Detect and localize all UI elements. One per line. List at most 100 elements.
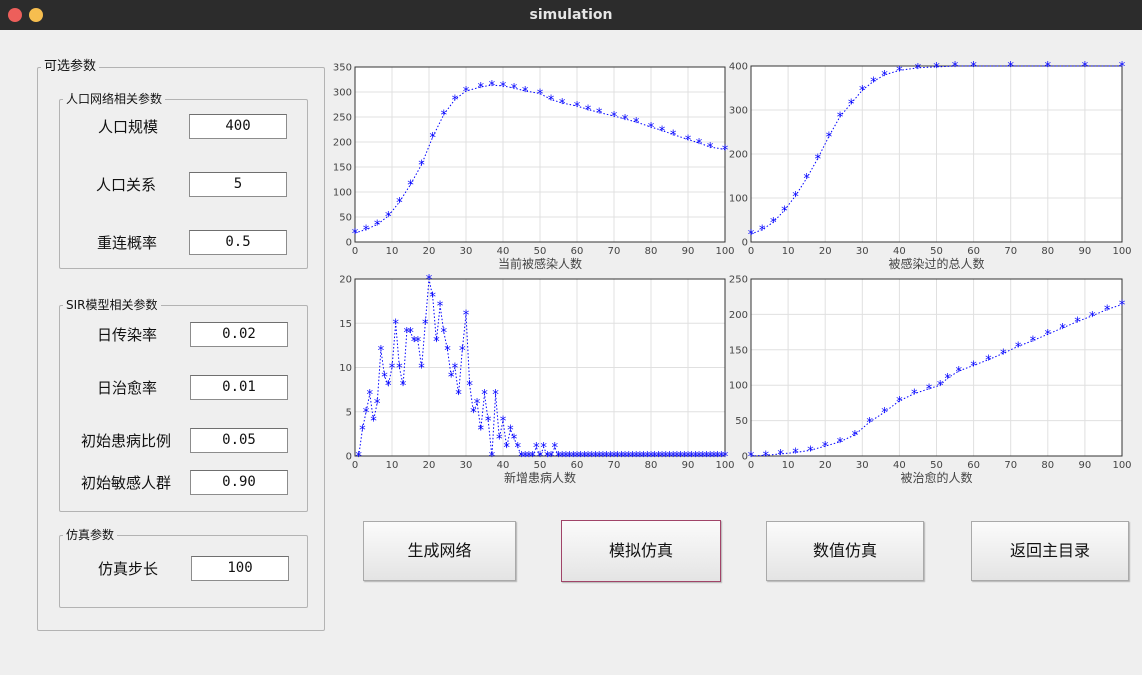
y-tick-label: 100	[333, 188, 352, 199]
recovery-rate-label: 日治愈率	[97, 379, 158, 397]
sim-steps-label: 仿真步长	[98, 560, 159, 578]
data-point-marker: *	[395, 196, 403, 211]
population-size-input[interactable]: 400	[189, 114, 287, 139]
initial-infected-ratio-input[interactable]: 0.05	[190, 428, 288, 453]
data-point-marker: *	[399, 379, 407, 394]
y-tick-label: 10	[339, 363, 352, 374]
x-tick-label: 30	[460, 246, 473, 257]
x-tick-label: 50	[534, 460, 547, 471]
population-relations-input[interactable]: 5	[189, 172, 287, 197]
close-window-button[interactable]	[8, 8, 22, 22]
data-point-marker: *	[1103, 303, 1111, 318]
x-tick-label: 0	[352, 460, 358, 471]
data-point-marker: *	[362, 224, 370, 239]
data-point-marker: *	[721, 450, 729, 465]
data-point-marker: *	[806, 444, 814, 459]
minimize-window-button[interactable]	[29, 8, 43, 22]
data-point-marker: *	[777, 448, 785, 463]
data-point-marker: *	[621, 113, 629, 128]
x-tick-label: 0	[352, 246, 358, 257]
data-point-marker: *	[358, 423, 366, 438]
data-point-marker: *	[721, 144, 729, 159]
data-point-marker: *	[395, 362, 403, 377]
y-tick-label: 250	[333, 113, 352, 124]
data-point-marker: *	[680, 450, 688, 465]
data-point-marker: *	[536, 88, 544, 103]
back-to-main-button[interactable]: 返回主目录	[971, 521, 1129, 581]
data-point-marker: *	[758, 224, 766, 239]
simulate-button[interactable]: 模拟仿真	[561, 520, 721, 582]
data-point-marker: *	[492, 388, 500, 403]
data-point-marker: *	[444, 344, 452, 359]
data-point-marker: *	[658, 450, 666, 465]
x-tick-label: 40	[497, 460, 510, 471]
y-tick-label: 350	[333, 63, 352, 74]
data-point-marker: *	[503, 441, 511, 456]
data-point-marker: *	[955, 365, 963, 380]
rewire-probability-input[interactable]: 0.5	[189, 230, 287, 255]
data-point-marker: *	[595, 450, 603, 465]
axes-box	[750, 278, 1123, 457]
sim-group-title: 仿真参数	[63, 528, 118, 542]
data-point-marker: *	[706, 141, 714, 156]
numeric-simulation-button[interactable]: 数值仿真	[766, 521, 924, 581]
data-point-marker: *	[717, 450, 725, 465]
data-point-marker: *	[1044, 60, 1052, 75]
data-point-marker: *	[1029, 335, 1037, 350]
data-point-marker: *	[684, 134, 692, 149]
x-tick-label: 10	[386, 460, 399, 471]
data-point-marker: *	[858, 84, 866, 99]
x-tick-label: 10	[386, 246, 399, 257]
x-tick-label: 80	[1041, 460, 1054, 471]
data-point-marker: *	[629, 450, 637, 465]
data-point-marker: *	[1014, 340, 1022, 355]
plot-current-infected: 0 10 20 30 40 50 60 70 80 90 100 0 50 100 150 200 250 300…	[333, 63, 735, 272]
data-point-marker: *	[573, 100, 581, 115]
data-point-marker: *	[1081, 60, 1089, 75]
data-point-marker: *	[951, 60, 959, 75]
data-point-marker: *	[462, 85, 470, 100]
recovery-rate-input[interactable]: 0.01	[190, 375, 288, 400]
initial-susceptible-input[interactable]: 0.90	[190, 470, 288, 495]
data-point-marker: *	[592, 450, 600, 465]
x-axis-label: 被治愈的人数	[900, 470, 972, 485]
data-point-marker: *	[473, 397, 481, 412]
data-point-marker: *	[603, 450, 611, 465]
x-axis-label: 当前被感染人数	[498, 256, 582, 271]
infection-rate-input[interactable]: 0.02	[190, 322, 288, 347]
data-point-marker: *	[388, 362, 396, 377]
data-point-marker: *	[747, 228, 755, 243]
data-point-marker: *	[636, 450, 644, 465]
data-point-marker: *	[1044, 328, 1052, 343]
data-point-marker: *	[1118, 298, 1126, 313]
data-point-marker: *	[370, 415, 378, 430]
data-point-marker: *	[495, 432, 503, 447]
data-point-marker: *	[606, 450, 614, 465]
data-point-marker: *	[377, 344, 385, 359]
data-point-marker: *	[518, 450, 526, 465]
data-point-marker: *	[477, 423, 485, 438]
initial-susceptible-label: 初始敏感人群	[81, 474, 172, 492]
data-point-marker: *	[695, 137, 703, 152]
x-tick-label: 70	[608, 246, 621, 257]
x-tick-label: 50	[534, 246, 547, 257]
x-tick-label: 90	[682, 460, 695, 471]
data-point-marker: *	[881, 406, 889, 421]
data-point-marker: *	[925, 383, 933, 398]
data-point-marker: *	[691, 450, 699, 465]
data-point-marker: *	[510, 432, 518, 447]
x-tick-label: 40	[893, 246, 906, 257]
data-point-marker: *	[407, 179, 415, 194]
data-point-marker: *	[455, 388, 463, 403]
x-axis-label: 被感染过的总人数	[888, 256, 984, 271]
data-point-marker: *	[488, 450, 496, 465]
data-point-marker: *	[532, 441, 540, 456]
sim-steps-input[interactable]: 100	[191, 556, 289, 581]
data-point-marker: *	[688, 450, 696, 465]
series-line	[750, 304, 1123, 457]
data-point-marker: *	[451, 94, 459, 109]
generate-network-button[interactable]: 生成网络	[363, 521, 516, 581]
data-point-marker: *	[506, 423, 514, 438]
data-point-marker: *	[999, 347, 1007, 362]
axes-box	[354, 278, 726, 457]
